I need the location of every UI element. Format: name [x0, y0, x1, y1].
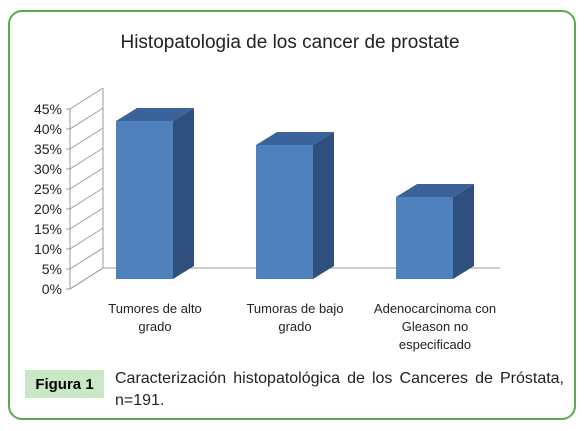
- y-tick-depth: [69, 187, 104, 210]
- y-tick-depth: [69, 267, 104, 290]
- bar-top: [256, 132, 334, 145]
- y-tick-label: 25%: [34, 181, 62, 197]
- x-tick-label: grado: [138, 319, 171, 334]
- x-tick-label: Adenocarcinoma con: [374, 301, 496, 316]
- x-tick-label: grado: [278, 319, 311, 334]
- x-tick-label: Tumoras de bajo: [246, 301, 343, 316]
- x-tick-label: Gleason no: [402, 319, 469, 334]
- bar-top: [116, 108, 194, 121]
- y-tick-label: 10%: [34, 241, 62, 257]
- figure-label: Figura 1: [25, 370, 104, 398]
- y-tick-label: 20%: [34, 201, 62, 217]
- bar-side: [453, 184, 474, 279]
- x-tick-label: especificado: [399, 337, 471, 352]
- y-tick-depth: [69, 147, 104, 170]
- y-tick-label: 0%: [42, 281, 62, 297]
- x-tick-label: Tumores de alto: [108, 301, 201, 316]
- y-tick-depth: [69, 107, 104, 130]
- bar-side: [173, 108, 194, 279]
- y-tick-depth: [69, 167, 104, 190]
- bar-top: [396, 184, 474, 197]
- y-tick-label: 40%: [34, 121, 62, 137]
- y-tick-label: 35%: [34, 141, 62, 157]
- bar: [396, 197, 453, 279]
- bar: [256, 145, 313, 279]
- y-tick-label: 15%: [34, 221, 62, 237]
- y-tick-depth: [69, 127, 104, 150]
- y-tick-depth: [69, 87, 104, 110]
- bar: [116, 121, 173, 279]
- y-tick-label: 45%: [34, 101, 62, 117]
- figure-caption: Caracterización histopatológica de los C…: [115, 370, 564, 409]
- y-tick-label: 5%: [42, 261, 62, 277]
- y-tick-depth: [69, 227, 104, 250]
- bar-side: [313, 132, 334, 279]
- y-tick-depth: [69, 207, 104, 230]
- y-tick-depth: [69, 247, 104, 270]
- y-tick-label: 30%: [34, 161, 62, 177]
- chart-title: Histopatologia de los cancer de prostate: [120, 32, 459, 53]
